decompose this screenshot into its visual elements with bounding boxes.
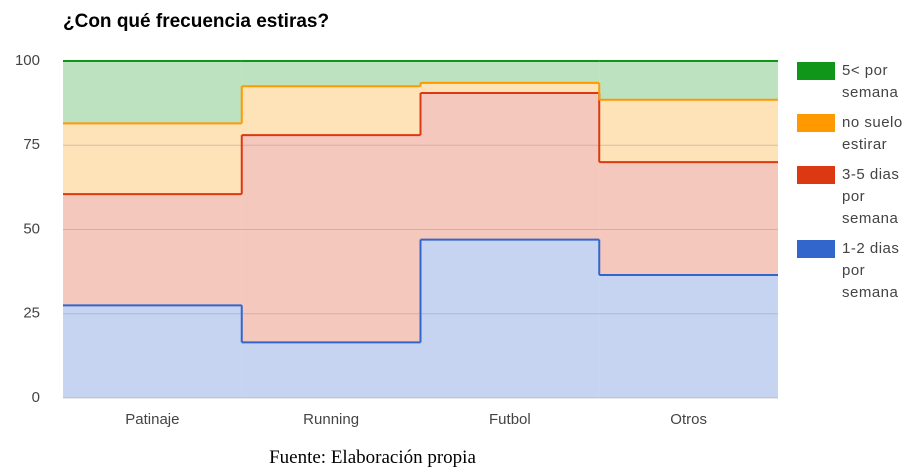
legend-label: 3-5 dias por semana	[842, 166, 900, 227]
area-step	[599, 274, 778, 398]
legend-swatch	[797, 114, 835, 132]
chart-title: ¿Con qué frecuencia estiras?	[63, 11, 329, 32]
chart: ¿Con qué frecuencia estiras? 0 25 50 75 100 P…	[15, 11, 778, 428]
x-tick-label: Running	[303, 411, 359, 428]
x-tick-label: Futbol	[489, 411, 531, 428]
x-tick-label: Otros	[670, 411, 707, 428]
legend-swatch	[797, 166, 835, 184]
area-step	[63, 305, 242, 398]
area-step	[599, 162, 778, 275]
area-step	[241, 61, 421, 87]
y-tick-label: 0	[32, 389, 40, 406]
area-step	[420, 239, 600, 398]
area-step	[599, 99, 778, 163]
x-tick-label: Patinaje	[125, 411, 179, 428]
area-step	[420, 61, 600, 83]
legend-swatch	[797, 62, 835, 80]
caption: Fuente: Elaboración propia	[269, 447, 476, 468]
area-step	[599, 61, 778, 100]
y-tick-label: 25	[23, 305, 40, 322]
legend-label: 1-2 dias por semana	[842, 240, 900, 301]
y-tick-label: 100	[15, 52, 40, 69]
area-step	[241, 342, 421, 398]
area-step	[420, 93, 600, 240]
area-step	[63, 194, 242, 306]
area-step	[63, 61, 242, 124]
legend-label: no suelo estirar	[842, 114, 903, 153]
y-tick-label: 50	[23, 220, 40, 237]
area-step	[241, 135, 421, 343]
area-step	[241, 86, 421, 136]
legend-label: 5< por semana	[842, 62, 899, 101]
legend-swatch	[797, 240, 835, 258]
y-tick-label: 75	[23, 136, 40, 153]
area-step	[420, 82, 600, 94]
area-step	[63, 123, 242, 195]
